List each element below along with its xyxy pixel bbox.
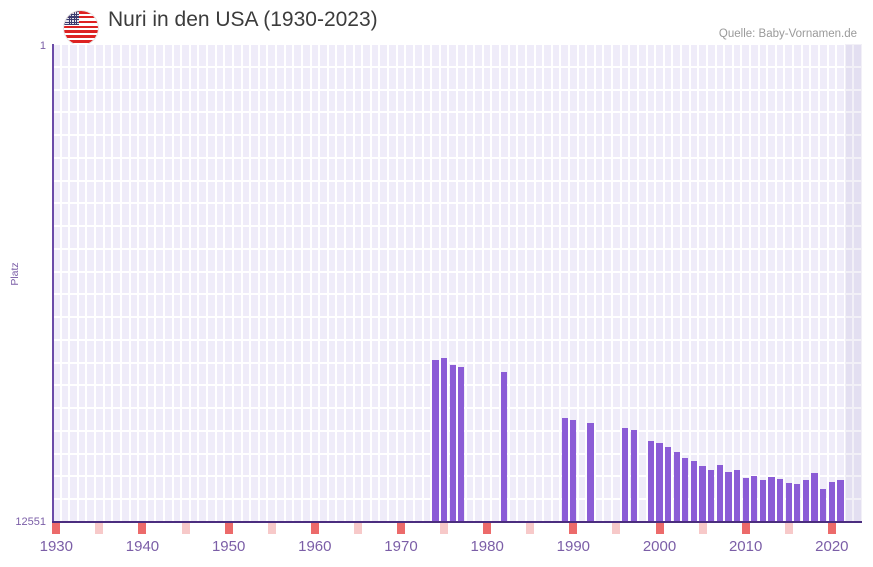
- bar: [820, 488, 827, 522]
- x-axis-tick-label: 1950: [211, 538, 246, 555]
- bar: [682, 458, 689, 522]
- bar: [449, 364, 456, 522]
- bar: [587, 422, 594, 522]
- bar: [785, 482, 792, 522]
- vertical-gridlines: [52, 44, 862, 522]
- x-axis-tick-label: 1980: [470, 538, 504, 555]
- bar: [699, 466, 706, 522]
- bar: [665, 446, 672, 522]
- shaded-recent-band: [844, 44, 862, 522]
- bar: [501, 372, 508, 522]
- x-axis-line: [52, 521, 862, 523]
- bar: [733, 470, 741, 522]
- bar: [673, 451, 680, 522]
- bar: [432, 360, 439, 522]
- bar: [708, 469, 715, 522]
- x-axis-tick-label: 1970: [384, 538, 418, 555]
- x-axis-tick-label: 1940: [125, 538, 160, 555]
- page-title: Nuri in den USA (1930-2023): [108, 8, 378, 31]
- x-axis-tick-label: 1990: [556, 538, 591, 555]
- y-axis-top-label: 1: [39, 40, 46, 52]
- bar: [828, 481, 835, 522]
- x-axis-tick-label: 2020: [815, 538, 849, 555]
- bar: [802, 480, 810, 522]
- source-attribution: Quelle: Baby-Vornamen.de: [718, 28, 857, 40]
- bar: [630, 430, 637, 522]
- chart-header: Nuri in den USA (1930-2023) Quelle: Baby…: [0, 0, 873, 45]
- x-axis-tick-label: 1930: [39, 538, 73, 555]
- bar: [458, 366, 465, 522]
- bar: [794, 483, 801, 522]
- bar-series: [52, 44, 862, 522]
- bar: [716, 465, 723, 522]
- bar: [725, 472, 732, 522]
- x-axis-tick-label: 2000: [642, 538, 677, 555]
- bar: [768, 477, 775, 522]
- bar: [837, 479, 844, 522]
- bar: [647, 440, 654, 522]
- x-axis-tick-label: 1960: [298, 538, 332, 555]
- y-axis-title: Platz: [9, 262, 21, 286]
- bar: [561, 417, 568, 522]
- x-axis-labels: 1930 1940 1950 1960 1970 1980 1990 2000 2010 2020: [0, 538, 873, 562]
- x-axis-ticks: [52, 523, 862, 535]
- bar: [690, 461, 698, 522]
- x-axis-tick-label: 2010: [728, 538, 763, 555]
- bar: [656, 443, 663, 522]
- bar: [811, 472, 818, 522]
- bar: [777, 478, 784, 522]
- plot-area: [52, 44, 862, 522]
- bar: [570, 419, 577, 522]
- bar: [742, 478, 749, 522]
- bar: [621, 427, 629, 522]
- bar: [751, 475, 758, 522]
- y-axis-line: [52, 44, 54, 522]
- us-flag-icon: [64, 11, 98, 45]
- bar: [759, 480, 766, 522]
- y-axis-bottom-label: 12551: [15, 516, 46, 528]
- bar: [440, 358, 448, 522]
